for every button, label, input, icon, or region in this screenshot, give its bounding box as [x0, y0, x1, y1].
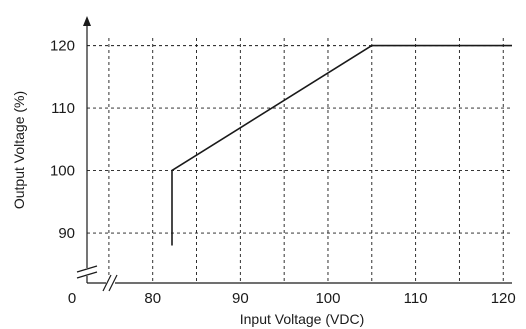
grid [87, 38, 512, 283]
series-line-0 [171, 44, 512, 246]
y-break-slash-2 [76, 271, 98, 279]
axes [76, 16, 512, 292]
x-axis-break-mark [102, 274, 118, 292]
series [171, 44, 512, 246]
y-break-slash-1 [76, 265, 98, 273]
x-tick-labels: 80 90 100 110 120 [144, 290, 515, 307]
y-tick-labels: 90 100 110 120 [50, 38, 75, 242]
x-tick-label-100: 100 [315, 290, 340, 307]
y-axis-arrow [83, 16, 91, 26]
x-break-slash-1 [102, 274, 112, 292]
x-tick-label-110: 110 [404, 290, 428, 307]
origin-label: 0 [68, 290, 76, 307]
x-break-gap [106, 275, 115, 291]
x-axis-title: Input Voltage (VDC) [240, 311, 365, 327]
x-tick-label-120: 120 [491, 290, 516, 307]
y-break-gap [79, 268, 95, 276]
y-tick-label-120: 120 [50, 38, 75, 55]
x-tick-label-90: 90 [232, 290, 249, 307]
x-break-slash-2 [108, 274, 118, 292]
y-axis-title: Output Voltage (%) [11, 91, 27, 209]
y-tick-label-110: 110 [51, 100, 75, 117]
y-tick-label-100: 100 [50, 163, 75, 180]
y-axis-break-mark [76, 265, 98, 279]
y-tick-label-90: 90 [58, 225, 75, 242]
x-tick-label-80: 80 [144, 290, 161, 307]
